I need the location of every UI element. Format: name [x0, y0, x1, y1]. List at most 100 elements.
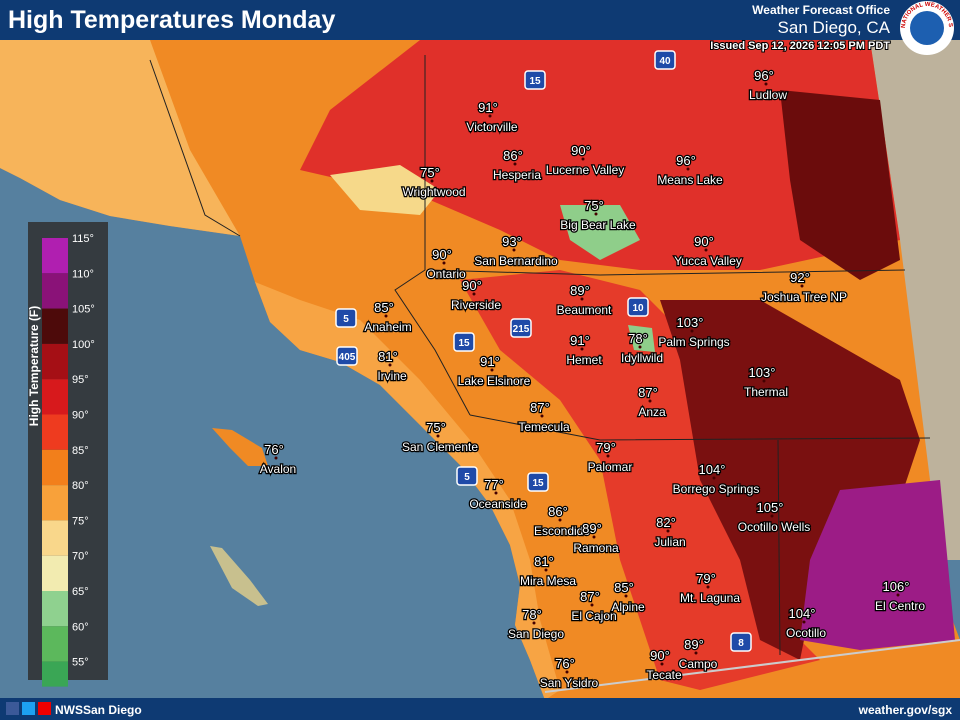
legend-swatch [42, 379, 68, 415]
city-name: Riverside [451, 298, 501, 312]
city-name: Lake Elsinore [458, 374, 531, 388]
city-temp: 96° [754, 68, 774, 83]
legend-label: 90° [72, 410, 89, 422]
legend-label: 80° [72, 480, 89, 492]
city-dot [770, 514, 774, 518]
highway-shield [527, 472, 549, 492]
city-dot [694, 651, 698, 655]
highway-number: 8 [738, 638, 744, 649]
city-name: Yucca Valley [674, 254, 742, 268]
city-name: Victorville [466, 120, 517, 134]
legend-swatch [42, 485, 68, 521]
city-dot [594, 212, 598, 216]
city-name: Wrightwood [402, 185, 465, 199]
legend: 115° 110° 105° 100° 95° 90° 85° 80° 75° 70° 65° 60°… [42, 233, 95, 687]
city-dot [762, 379, 766, 383]
city-name: Julian [654, 535, 685, 549]
city-name: El Cajon [571, 609, 616, 623]
city-temp: 87° [580, 589, 600, 604]
legend-label: 55° [72, 657, 89, 669]
city-temp: 103° [677, 315, 704, 330]
city-dot [490, 368, 494, 372]
facebook-icon [6, 702, 19, 715]
city-temp: 81° [378, 349, 398, 364]
city-dot [274, 456, 278, 460]
city-dot [442, 261, 446, 265]
city-temp: 86° [548, 504, 568, 519]
city-name: San Bernardino [474, 254, 558, 268]
cool-zone [330, 165, 440, 215]
legend-swatch [42, 591, 68, 627]
twitter-icon [22, 702, 35, 715]
city-temp: 104° [789, 606, 816, 621]
city-dot [580, 297, 584, 301]
title: High Temperatures Monday [8, 6, 335, 34]
highway-shield [453, 332, 475, 352]
city-dot [896, 593, 900, 597]
city-dot [666, 529, 670, 533]
hot-zone [460, 270, 820, 690]
legend-swatch [42, 449, 68, 486]
city-name: Ludlow [749, 88, 787, 102]
city-name: Campo [679, 657, 718, 671]
city-temp: 90° [694, 234, 714, 249]
very-hot-zone [660, 300, 920, 660]
city-dot [558, 518, 562, 522]
legend-label: 95° [72, 374, 89, 386]
highways: 15 40 10 5 405 15 215 5 15 8 [335, 50, 752, 652]
legend-label: 60° [72, 621, 89, 633]
city-name: Borrego Springs [673, 482, 760, 496]
city-temp: 90° [571, 143, 591, 158]
city-name: Escondido [534, 524, 590, 538]
highway-number: 5 [343, 314, 349, 325]
city-temp: 82° [656, 515, 676, 530]
city-name: Hesperia [493, 168, 541, 182]
city-temp: 81° [534, 554, 554, 569]
city-temp: 85° [614, 580, 634, 595]
city-dot [606, 454, 610, 458]
city-temp: 78° [522, 607, 542, 622]
city-name: Beaumont [557, 303, 612, 317]
city-temp: 79° [696, 571, 716, 586]
extreme-zone [800, 480, 955, 650]
city-name: Tecate [646, 668, 682, 682]
city-dot [800, 284, 804, 288]
social: NWSSan Diego [55, 703, 142, 717]
city-temp: 105° [757, 500, 784, 515]
coastal-zone [0, 40, 240, 236]
city-name: El Centro [875, 599, 925, 613]
legend-swatch [42, 238, 68, 274]
city-dot [706, 585, 710, 589]
city-name: Oceanside [469, 497, 527, 511]
legend-swatch [42, 343, 68, 380]
city-temp: 91° [480, 354, 500, 369]
legend-label: 115° [72, 233, 94, 245]
island [210, 546, 268, 606]
coastal-zone [255, 282, 560, 700]
cool-zone [628, 325, 655, 352]
footer-bar [0, 698, 960, 720]
city-name: Mt. Laguna [680, 591, 740, 605]
city-dot [436, 434, 440, 438]
legend-swatch [42, 308, 68, 344]
city-temp: 87° [530, 400, 550, 415]
highway-shield [336, 346, 358, 366]
highway-shield [456, 466, 478, 486]
highway-number: 5 [464, 472, 470, 483]
city-temp: 103° [749, 365, 776, 380]
legend-swatch [42, 555, 68, 591]
city-temp: 106° [883, 579, 910, 594]
city-name: Irvine [377, 369, 407, 383]
city-name: Big Bear Lake [560, 218, 636, 232]
city-dot [540, 414, 544, 418]
city-temp: 79° [596, 440, 616, 455]
county-line [149, 59, 241, 237]
legend-swatch [42, 273, 68, 309]
city-temp: 86° [503, 148, 523, 163]
city-name: San Diego [508, 627, 564, 641]
city-temp: 91° [570, 333, 590, 348]
city-dot [660, 662, 664, 666]
city-dot [712, 476, 716, 480]
city-dot [488, 114, 492, 118]
